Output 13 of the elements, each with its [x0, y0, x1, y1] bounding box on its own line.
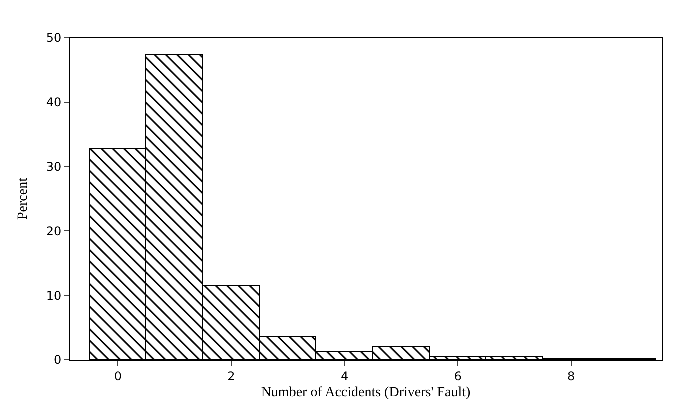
x-axis-title: Number of Accidents (Drivers' Fault)	[261, 386, 472, 401]
x-tick-label: 8	[568, 369, 576, 384]
x-tick-label: 6	[454, 369, 462, 384]
y-tick-label: 40	[46, 96, 62, 110]
y-axis-title: Percent	[16, 178, 31, 220]
y-tick-label: 30	[46, 160, 62, 174]
y-tick-label: 10	[46, 288, 62, 303]
y-tick-label: 20	[46, 224, 62, 238]
x-tick-label: 4	[340, 369, 349, 384]
y-tick-label: 50	[46, 31, 62, 46]
x-tick-label: 2	[228, 369, 236, 384]
y-tick-label: 0	[54, 353, 62, 368]
x-tick-label: 0	[114, 369, 122, 384]
